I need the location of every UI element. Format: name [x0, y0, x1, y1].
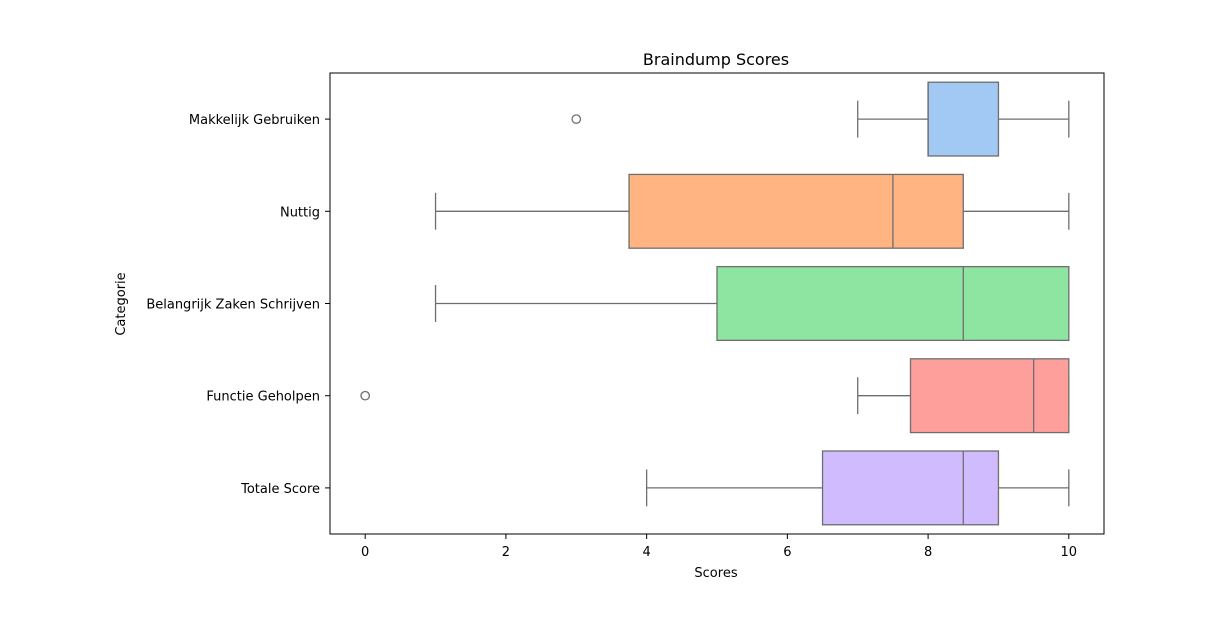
- x-axis-label: Scores: [694, 566, 737, 581]
- x-tick-label: 8: [924, 545, 932, 560]
- x-axis: 0 2 4 6 8 10: [361, 534, 1077, 560]
- box: [716, 265, 1070, 342]
- x-tick-label: 10: [1061, 545, 1078, 560]
- box: [821, 450, 1000, 526]
- y-tick-label: Totale Score: [240, 482, 320, 497]
- box: [909, 358, 1070, 434]
- box: [628, 173, 964, 249]
- box-group: [360, 358, 1070, 434]
- box-group: [434, 265, 1070, 342]
- x-tick-label: 6: [783, 545, 791, 560]
- box-group: [434, 173, 1070, 249]
- outlier-point: [571, 114, 582, 124]
- box-series: [360, 81, 1070, 526]
- y-tick-label: Makkelijk Gebruiken: [189, 113, 320, 128]
- y-tick-label: Belangrijk Zaken Schrijven: [146, 298, 320, 313]
- box: [927, 81, 1000, 157]
- y-tick-label: Functie Geholpen: [206, 390, 320, 405]
- outlier-point: [360, 390, 371, 401]
- box-group: [645, 450, 1070, 526]
- y-axis-label: Categorie: [114, 272, 129, 335]
- box-group: [571, 81, 1070, 157]
- x-tick-label: 2: [502, 545, 510, 560]
- y-axis: Makkelijk Gebruiken Nuttig Belangrijk Zake…: [146, 113, 330, 497]
- y-tick-label: Nuttig: [280, 205, 320, 220]
- x-tick-label: 4: [642, 545, 650, 560]
- x-tick-label: 0: [361, 545, 369, 560]
- chart-title: Braindump Scores: [643, 50, 789, 69]
